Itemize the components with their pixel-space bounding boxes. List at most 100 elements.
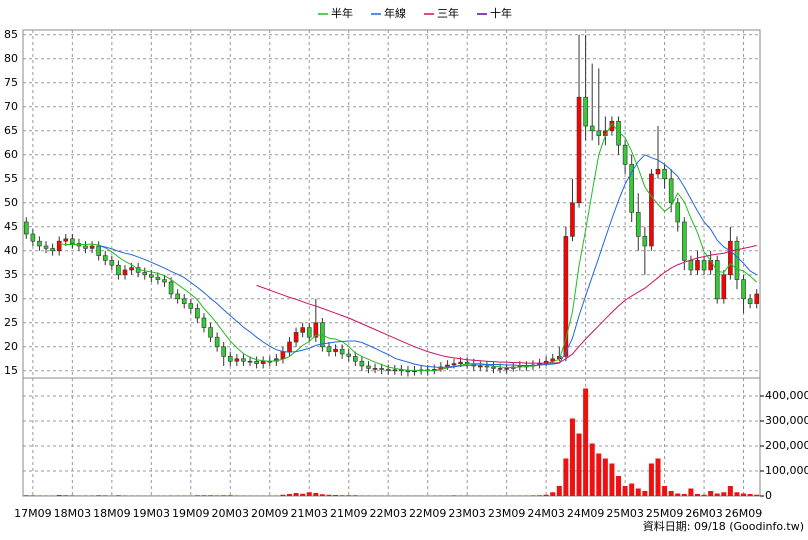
volume-bar bbox=[36, 495, 42, 496]
volume-bar bbox=[227, 495, 233, 496]
ma-line bbox=[98, 154, 757, 368]
x-tick-label: 23M09 bbox=[488, 507, 526, 520]
candle-body bbox=[287, 341, 292, 352]
volume-bar bbox=[675, 493, 681, 496]
candle-body bbox=[63, 238, 69, 242]
candle-body bbox=[714, 260, 720, 300]
volume-bar bbox=[635, 488, 641, 496]
x-tick-label: 19M09 bbox=[172, 507, 210, 520]
volume-bar bbox=[359, 495, 365, 496]
candle-body bbox=[122, 269, 128, 276]
candle-body bbox=[576, 96, 582, 204]
volume-bar bbox=[313, 493, 319, 496]
volume-tick-label: 100,000 bbox=[765, 464, 808, 477]
volume-bar bbox=[214, 495, 220, 496]
candle-body bbox=[570, 202, 575, 237]
volume-bar bbox=[464, 495, 470, 496]
volume-bar bbox=[655, 458, 661, 496]
x-tick-label: 17M09 bbox=[14, 507, 52, 520]
candle-body bbox=[346, 353, 352, 357]
volume-bar bbox=[273, 495, 279, 496]
volume-bar bbox=[747, 494, 753, 496]
volume-bar bbox=[43, 495, 49, 496]
volume-bar bbox=[89, 495, 95, 496]
x-tick-label: 22M03 bbox=[369, 507, 407, 520]
y-tick-label: 25 bbox=[4, 316, 18, 329]
volume-bar bbox=[727, 486, 733, 496]
y-tick-label: 35 bbox=[4, 268, 18, 281]
candle-body bbox=[195, 308, 200, 319]
x-tick-label: 21M09 bbox=[330, 507, 368, 520]
volume-bar bbox=[168, 495, 174, 496]
volume-bar bbox=[648, 463, 654, 496]
candle-body bbox=[313, 322, 319, 338]
volume-bar bbox=[69, 495, 75, 496]
candle-body bbox=[306, 327, 312, 338]
volume-bar bbox=[208, 495, 214, 496]
volume-bar bbox=[339, 495, 345, 496]
candle-body bbox=[162, 279, 167, 283]
y-tick-label: 40 bbox=[4, 244, 18, 257]
candle-body bbox=[116, 264, 121, 276]
x-tick-label: 26M03 bbox=[685, 507, 723, 520]
volume-bar bbox=[23, 495, 29, 496]
candle-body bbox=[695, 260, 700, 271]
volume-bar bbox=[701, 494, 707, 496]
volume-bar bbox=[556, 486, 562, 496]
candle-body bbox=[583, 96, 588, 127]
volume-bar bbox=[602, 458, 608, 496]
candle-body bbox=[149, 274, 154, 278]
candle-body bbox=[596, 130, 602, 136]
candle-body bbox=[741, 279, 746, 300]
volume-bar bbox=[569, 418, 575, 496]
candle-body bbox=[491, 366, 496, 369]
y-tick-label: 80 bbox=[4, 52, 18, 65]
volume-bar bbox=[458, 495, 464, 496]
candle-body bbox=[293, 332, 299, 343]
candle-body bbox=[129, 267, 134, 271]
volume-bar bbox=[510, 495, 516, 496]
candle-body bbox=[241, 358, 246, 362]
x-tick-label: 20M03 bbox=[212, 507, 250, 520]
candle-body bbox=[181, 298, 187, 304]
candle-body bbox=[464, 361, 470, 364]
candle-body bbox=[155, 276, 161, 280]
legend-label: 年線 bbox=[384, 6, 406, 20]
volume-bar bbox=[83, 495, 89, 496]
candle-body bbox=[50, 248, 55, 252]
volume-bar bbox=[365, 495, 371, 496]
volume-bar bbox=[96, 495, 102, 496]
candle-body bbox=[668, 178, 674, 204]
volume-bar bbox=[293, 493, 299, 496]
volume-bar bbox=[234, 495, 240, 496]
volume-bar bbox=[319, 494, 325, 496]
candle-body bbox=[629, 164, 634, 213]
candle-body bbox=[622, 144, 628, 165]
candle-body bbox=[89, 245, 95, 249]
candle-body bbox=[754, 293, 760, 304]
volume-bar bbox=[754, 494, 760, 496]
candle-body bbox=[102, 255, 108, 261]
volume-bar bbox=[616, 476, 622, 496]
volume-bar bbox=[523, 495, 529, 496]
volume-bar bbox=[326, 494, 332, 496]
x-tick-label: 24M09 bbox=[567, 507, 605, 520]
candle-body bbox=[56, 240, 62, 252]
y-tick-label: 75 bbox=[4, 76, 18, 89]
volume-bar bbox=[63, 495, 69, 496]
volume-bar bbox=[181, 495, 187, 496]
footer: 資料日期: 09/18 (Goodinfo.tw) bbox=[643, 519, 804, 533]
volume-bar bbox=[346, 495, 352, 496]
ma-line bbox=[59, 122, 758, 372]
volume-bar bbox=[642, 491, 648, 496]
legend-label: 半年 bbox=[331, 6, 353, 20]
candle-body bbox=[109, 260, 115, 266]
volume-bar bbox=[30, 495, 36, 496]
y-tick-label: 20 bbox=[4, 340, 18, 353]
candle-body bbox=[372, 368, 378, 370]
x-tick-label: 26M09 bbox=[725, 507, 763, 520]
candle-body bbox=[23, 221, 29, 235]
volume-bar bbox=[609, 463, 615, 496]
